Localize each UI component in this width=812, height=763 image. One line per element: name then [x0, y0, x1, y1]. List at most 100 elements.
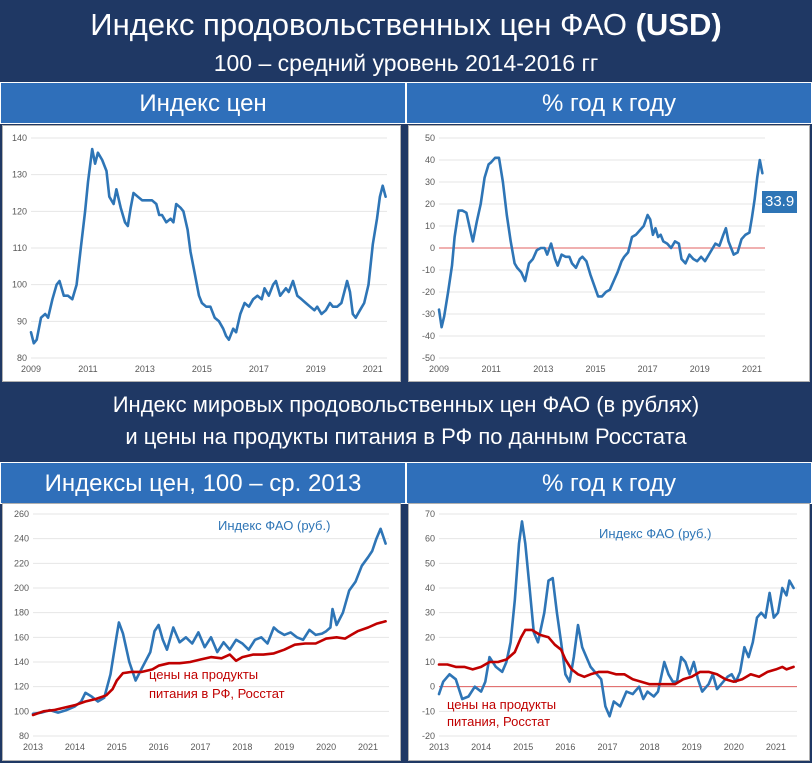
series-annotation: цены на продукты — [149, 667, 258, 682]
y-tick-label: 10 — [425, 657, 435, 667]
x-tick-label: 2021 — [766, 742, 786, 752]
x-tick-label: 2011 — [481, 364, 500, 374]
y-tick-label: 160 — [14, 632, 29, 642]
y-tick-label: -20 — [422, 731, 435, 741]
x-tick-label: 2013 — [135, 364, 155, 374]
x-tick-label: 2015 — [585, 364, 605, 374]
chart-svg: -20 -10 0 10 20 30 40 50 60 70 2013 2014 2015 2016 201… — [422, 509, 797, 752]
y-tick-label: 60 — [425, 534, 435, 544]
series-line-1 — [31, 527, 387, 716]
y-tick-label: 180 — [14, 608, 29, 618]
series-annotation: Индекс ФАО (руб.) — [218, 518, 330, 533]
y-tick-label: 0 — [430, 243, 435, 253]
x-tick-label: 2021 — [742, 364, 762, 374]
latest-value-badge: 33.9 — [762, 191, 798, 213]
y-tick-label: -20 — [422, 287, 435, 297]
x-tick-label: 2019 — [274, 742, 294, 752]
chart-price-index-usd: 80 90 100 110 120 130 140 2009 2011 2013 2015 2017 2… — [2, 125, 401, 382]
y-tick-label: 110 — [13, 243, 27, 253]
y-tick-label: 50 — [425, 133, 435, 143]
x-tick-label: 2009 — [429, 364, 449, 374]
heading-yoy-rub: % год к году — [406, 462, 812, 504]
y-tick-label: 220 — [14, 558, 29, 568]
series-line-1 — [437, 520, 795, 718]
series-line-1 — [437, 156, 764, 329]
x-tick-label: 2018 — [232, 742, 252, 752]
x-tick-label: 2011 — [78, 364, 97, 374]
y-tick-label: -10 — [422, 265, 435, 275]
y-tick-label: 140 — [12, 133, 27, 143]
x-tick-label: 2009 — [21, 364, 41, 374]
x-tick-label: 2013 — [533, 364, 553, 374]
title-text: Индекс продовольственных цен ФАО — [90, 7, 636, 42]
y-tick-label: 240 — [14, 534, 29, 544]
x-tick-label: 2015 — [513, 742, 533, 752]
x-tick-label: 2019 — [306, 364, 326, 374]
series-annotation: Индекс ФАО (руб.) — [599, 526, 711, 541]
section2-title-line1: Индекс мировых продовольственных цен ФАО… — [112, 392, 700, 417]
y-tick-label: 30 — [425, 608, 435, 618]
chart-yoy-rub: -20 -10 0 10 20 30 40 50 60 70 2013 2014 2015 2016 201… — [408, 503, 810, 761]
series-annotation: питания в РФ, Росстат — [149, 686, 285, 701]
chart-price-indices-rub: 80 100 120 140 160 180 200 220 240 260 2013 2014 201… — [2, 503, 401, 761]
x-tick-label: 2020 — [724, 742, 744, 752]
series-line-1 — [29, 147, 387, 345]
top-banner: Индекс продовольственных цен ФАО (USD) 1… — [0, 0, 812, 82]
y-tick-label: 130 — [12, 170, 27, 180]
y-tick-label: 90 — [17, 316, 27, 326]
y-tick-label: 80 — [19, 731, 29, 741]
series-line-2 — [437, 628, 795, 686]
y-tick-label: -10 — [422, 706, 435, 716]
y-tick-label: 140 — [14, 657, 29, 667]
y-tick-label: 80 — [17, 353, 27, 363]
y-tick-label: -30 — [422, 309, 435, 319]
x-tick-label: 2021 — [358, 742, 378, 752]
series-annotation: цены на продукты — [447, 697, 556, 712]
series-annotation: питания, Росстат — [447, 714, 550, 729]
chart-svg: 80 90 100 110 120 130 140 2009 2011 2013 2015 2017 2… — [12, 133, 387, 374]
x-tick-label: 2015 — [107, 742, 127, 752]
x-tick-label: 2015 — [192, 364, 212, 374]
section2-banner: Индекс мировых продовольственных цен ФАО… — [0, 383, 812, 458]
x-tick-label: 2017 — [249, 364, 269, 374]
x-tick-label: 2016 — [149, 742, 169, 752]
y-tick-label: 40 — [425, 583, 435, 593]
x-tick-label: 2014 — [471, 742, 491, 752]
y-tick-label: 260 — [14, 509, 29, 519]
title-currency: (USD) — [635, 7, 722, 42]
y-tick-label: -40 — [422, 331, 435, 341]
x-tick-label: 2016 — [555, 742, 575, 752]
y-tick-label: -50 — [422, 353, 435, 363]
heading-price-indices-rub: Индексы цен, 100 – ср. 2013 — [0, 462, 406, 504]
chart-yoy-usd: -50 -40 -30 -20 -10 0 10 20 30 40 50 2009 2011 2013 20… — [408, 125, 810, 382]
x-tick-label: 2020 — [316, 742, 336, 752]
y-tick-label: 70 — [425, 509, 435, 519]
y-tick-label: 50 — [425, 558, 435, 568]
chart-svg: 80 100 120 140 160 180 200 220 240 260 2013 2014 201… — [14, 509, 389, 752]
x-tick-label: 2019 — [682, 742, 702, 752]
y-tick-label: 10 — [425, 221, 435, 231]
x-tick-label: 2014 — [65, 742, 85, 752]
x-tick-label: 2017 — [597, 742, 617, 752]
y-tick-label: 40 — [425, 155, 435, 165]
page-subtitle: 100 – средний уровень 2014-2016 гг — [213, 50, 599, 76]
y-tick-label: 100 — [12, 280, 27, 290]
y-tick-label: 20 — [425, 632, 435, 642]
y-tick-label: 120 — [14, 682, 29, 692]
x-tick-label: 2013 — [23, 742, 43, 752]
x-tick-label: 2018 — [640, 742, 660, 752]
heading-yoy-usd: % год к году — [406, 82, 812, 124]
x-tick-label: 2021 — [363, 364, 383, 374]
x-tick-label: 2017 — [191, 742, 211, 752]
chart-svg: -50 -40 -30 -20 -10 0 10 20 30 40 50 2009 2011 2013 20… — [422, 133, 765, 374]
series-line-2 — [31, 620, 387, 717]
x-tick-label: 2013 — [429, 742, 449, 752]
y-tick-label: 100 — [14, 706, 29, 716]
y-tick-label: 0 — [430, 682, 435, 692]
y-tick-label: 30 — [425, 177, 435, 187]
section2-title-line2: и цены на продукты питания в РФ по данны… — [125, 424, 687, 449]
x-tick-label: 2017 — [638, 364, 658, 374]
y-tick-label: 20 — [425, 199, 435, 209]
y-tick-label: 120 — [12, 206, 27, 216]
heading-price-index: Индекс цен — [0, 82, 406, 124]
